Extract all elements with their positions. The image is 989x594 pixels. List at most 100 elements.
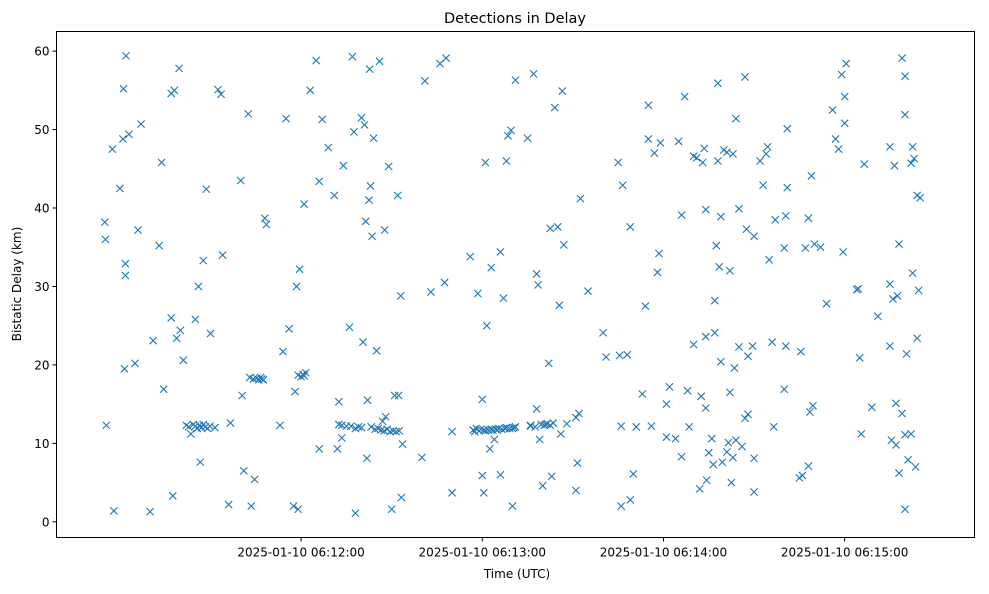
data-point <box>478 395 487 404</box>
data-point <box>707 434 716 443</box>
data-point <box>282 114 290 123</box>
data-point <box>362 454 371 463</box>
data-point <box>718 458 727 467</box>
data-point <box>839 247 848 256</box>
data-point <box>473 289 482 298</box>
x-tick-label: 2025-01-10 06:12:00 <box>237 546 364 560</box>
data-point <box>546 224 555 233</box>
data-point <box>121 271 130 280</box>
data-point <box>330 191 339 200</box>
data-point <box>781 211 790 220</box>
data-point <box>109 506 118 515</box>
data-point <box>842 59 851 68</box>
data-point <box>576 194 585 203</box>
data-point <box>730 364 739 373</box>
data-point <box>346 422 355 431</box>
data-point <box>571 486 580 495</box>
data-point <box>913 334 922 343</box>
y-tick-label: 30 <box>34 280 49 294</box>
data-point <box>744 410 753 419</box>
data-point <box>822 299 831 308</box>
data-point <box>176 326 185 335</box>
data-point <box>167 313 176 322</box>
data-point <box>134 225 143 234</box>
data-point <box>626 222 635 231</box>
data-point <box>120 364 129 373</box>
data-point <box>417 453 426 462</box>
data-point <box>629 469 638 478</box>
data-point <box>372 346 381 355</box>
data-point <box>807 171 816 180</box>
data-point <box>867 403 876 412</box>
data-point <box>218 251 227 260</box>
data-point <box>186 429 195 438</box>
data-point <box>182 421 191 430</box>
data-point <box>285 324 294 333</box>
data-point <box>334 397 343 406</box>
data-point <box>837 70 846 79</box>
data-point <box>644 134 653 143</box>
data-point <box>908 269 917 278</box>
data-point <box>390 391 399 400</box>
data-point <box>375 57 384 66</box>
data-point <box>556 429 565 438</box>
data-point <box>650 149 659 158</box>
data-point <box>485 444 494 453</box>
data-point <box>393 191 402 200</box>
data-point <box>662 433 671 442</box>
data-point <box>916 193 925 202</box>
data-point <box>384 162 393 171</box>
data-point <box>653 268 662 277</box>
data-point <box>301 368 310 377</box>
data-point <box>768 338 777 347</box>
data-point <box>783 124 792 133</box>
data-point <box>895 469 903 478</box>
y-axis-label: Bistatic Delay (km) <box>10 227 24 342</box>
data-point <box>149 336 158 345</box>
data-point <box>857 429 866 438</box>
data-point <box>226 418 235 427</box>
data-point <box>146 507 155 516</box>
data-point <box>834 145 843 154</box>
data-point <box>238 391 247 400</box>
data-point <box>623 350 632 359</box>
data-point <box>236 176 245 185</box>
data-point <box>677 452 686 461</box>
data-point <box>697 392 706 401</box>
data-point <box>397 493 406 502</box>
data-point <box>891 399 900 408</box>
data-point <box>805 407 814 416</box>
data-point <box>885 342 894 351</box>
data-point <box>306 86 315 95</box>
data-point <box>172 334 181 343</box>
data-point <box>763 142 772 151</box>
data-point <box>722 148 731 157</box>
data-point <box>244 109 253 118</box>
data-point <box>617 502 626 511</box>
data-point <box>345 323 354 332</box>
data-point <box>602 353 611 362</box>
data-point <box>902 349 911 358</box>
data-point <box>731 436 740 445</box>
data-point <box>716 212 725 221</box>
data-point <box>538 481 547 490</box>
data-point <box>901 72 910 81</box>
data-point <box>426 287 435 296</box>
data-point <box>804 462 813 471</box>
data-point <box>508 502 517 511</box>
data-point <box>562 419 571 428</box>
data-point <box>386 427 395 436</box>
data-point <box>499 294 508 303</box>
data-point <box>526 421 535 430</box>
data-point <box>206 329 215 338</box>
data-point <box>278 347 287 356</box>
data-point <box>618 181 627 190</box>
data-point <box>357 423 366 432</box>
data-point <box>535 435 544 444</box>
data-point <box>211 423 220 432</box>
data-point <box>191 315 200 324</box>
data-point <box>674 137 683 146</box>
data-point <box>816 243 825 252</box>
y-tick-label: 50 <box>34 123 49 137</box>
data-point <box>728 453 737 462</box>
